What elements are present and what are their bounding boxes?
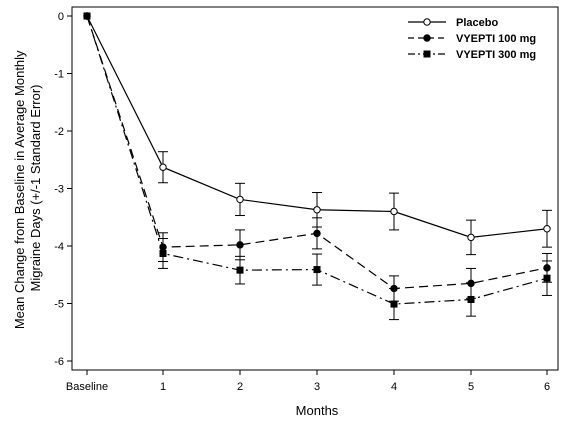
legend: Placebo VYEPTI 100 mg VYEPTI 300 mg <box>408 17 536 61</box>
y-axis-title: Mean Change from Baseline in Average Mon… <box>12 47 43 329</box>
data-point-open-circle <box>467 233 475 242</box>
plot-area-frame <box>71 6 559 371</box>
legend-item: Placebo <box>408 17 498 29</box>
y-tick-label: -2 <box>54 126 64 138</box>
data-point-filled-square <box>543 274 551 282</box>
y-axis-title-line-2: Migraine Days (+/-1 Standard Error) <box>28 85 43 292</box>
y-tick-label: -6 <box>54 356 64 368</box>
data-point-open-circle <box>543 225 551 233</box>
data-point-open-circle <box>423 18 431 26</box>
data-point-open-circle <box>236 195 244 204</box>
data-point-filled-square <box>313 266 321 274</box>
data-point-filled-square <box>159 249 167 257</box>
y-tick-label: -1 <box>54 69 64 81</box>
data-point-filled-square <box>83 12 91 20</box>
x-tick-label: Baseline <box>66 381 108 393</box>
data-point-filled-circle <box>313 229 321 238</box>
x-tick-label: 5 <box>468 381 474 393</box>
data-point-open-circle <box>390 207 398 216</box>
legend-item: VYEPTI 100 mg <box>408 33 536 45</box>
data-point-open-circle <box>313 206 321 214</box>
data-point-filled-circle <box>423 34 431 42</box>
data-point-filled-square <box>236 266 244 274</box>
data-point-filled-square <box>467 295 475 303</box>
x-tick-label: 3 <box>314 381 320 393</box>
data-point-filled-square <box>423 50 431 58</box>
legend-label: VYEPTI 100 mg <box>456 33 536 45</box>
legend-item: VYEPTI 300 mg <box>408 49 536 61</box>
y-axis: 0 -1 -2 -3 -4 -5 -6 <box>54 11 72 368</box>
series-layer <box>83 12 552 321</box>
x-axis-title: Months <box>296 403 339 418</box>
legend-label: VYEPTI 300 mg <box>456 49 536 61</box>
y-tick-label: 0 <box>58 11 64 23</box>
x-tick-label: 1 <box>160 381 166 393</box>
x-axis: Baseline 1 2 3 4 5 6 <box>66 370 550 393</box>
y-tick-label: -5 <box>54 299 64 311</box>
legend-label: Placebo <box>456 17 498 29</box>
data-point-filled-square <box>390 300 398 308</box>
x-tick-label: 4 <box>391 381 397 393</box>
y-tick-label: -3 <box>54 184 64 196</box>
x-tick-label: 6 <box>544 381 550 393</box>
y-axis-title-line-1: Mean Change from Baseline in Average Mon… <box>12 50 27 329</box>
y-tick-label: -4 <box>54 241 64 253</box>
data-point-open-circle <box>159 163 167 171</box>
x-tick-label: 2 <box>237 381 243 393</box>
series-vyepti-300-mg <box>83 12 552 321</box>
data-point-filled-circle <box>236 241 244 249</box>
